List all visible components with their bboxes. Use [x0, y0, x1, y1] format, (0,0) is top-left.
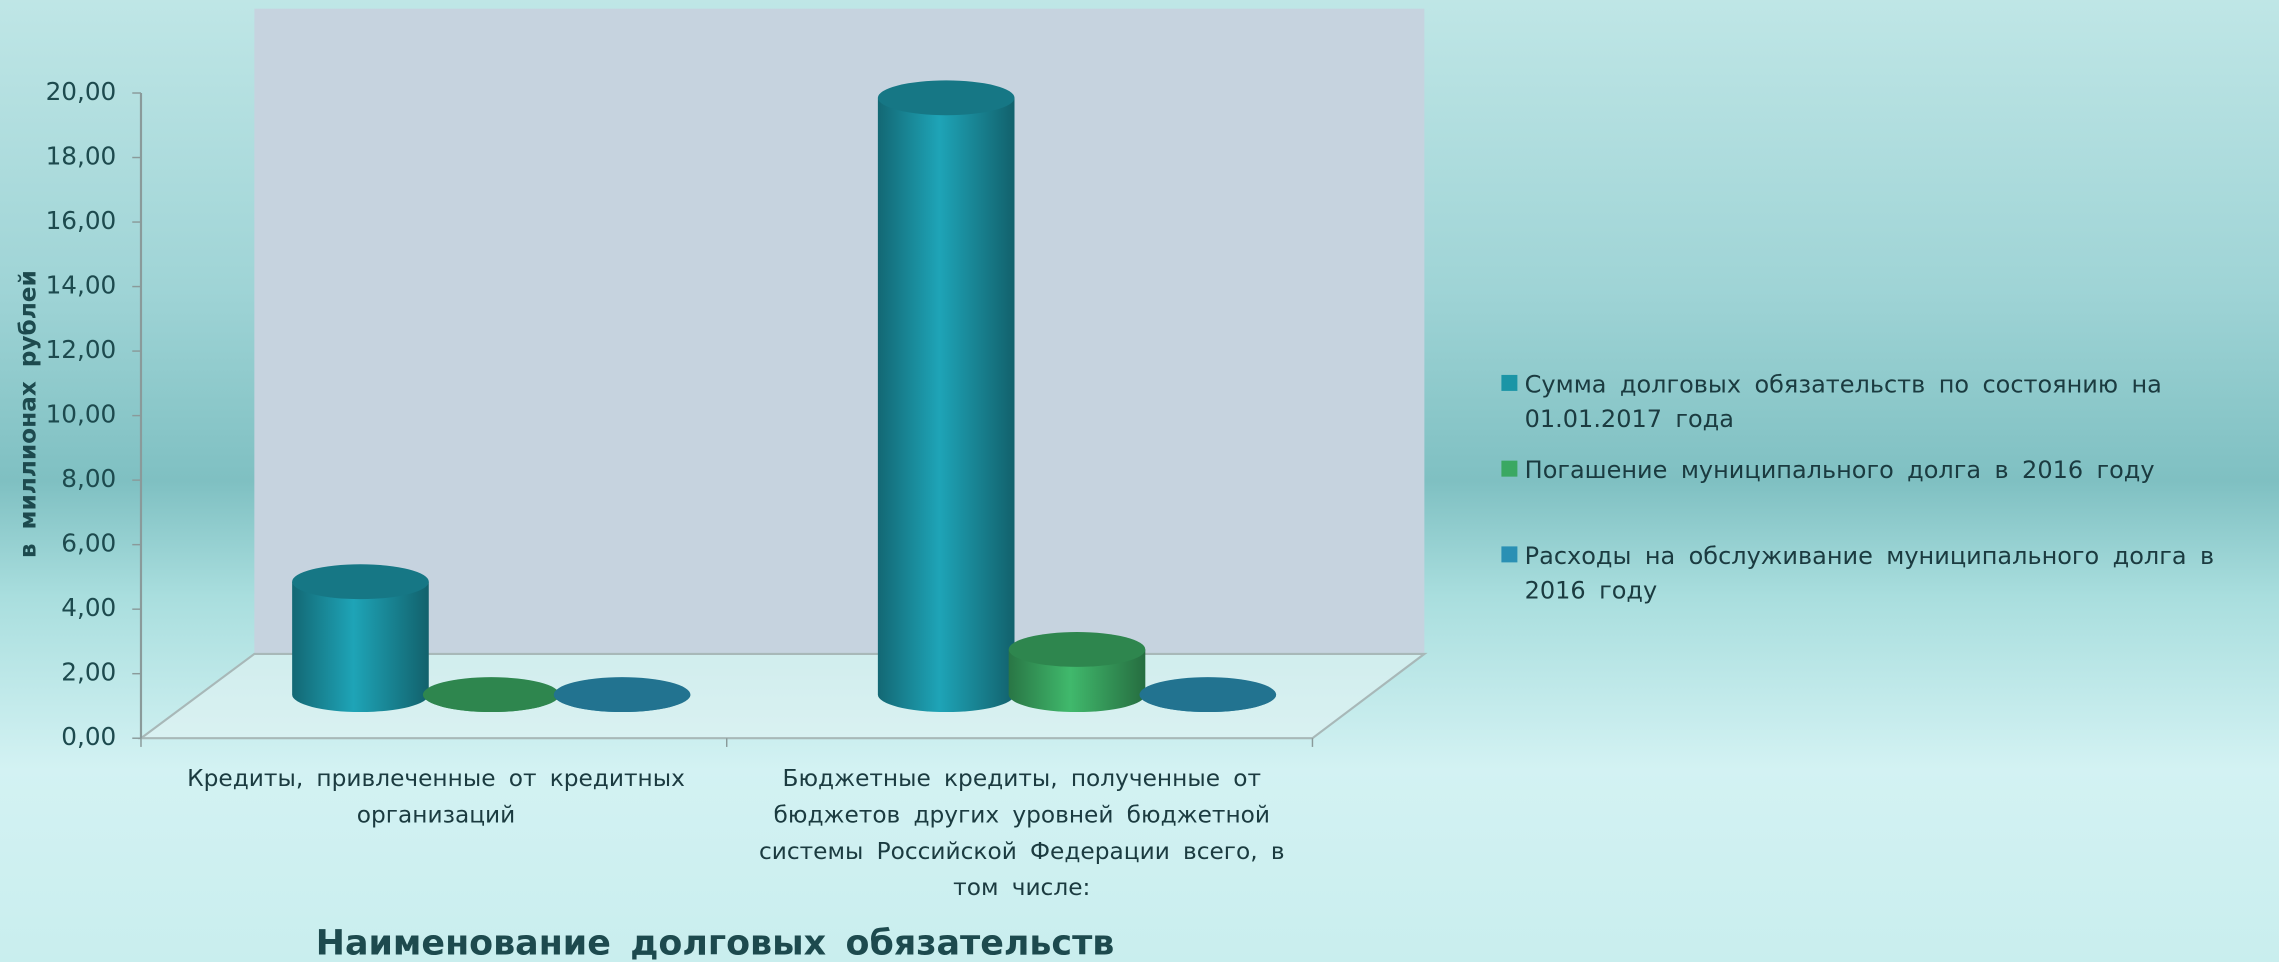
- x-axis-title: Наименование долговых обязательств: [316, 924, 1115, 962]
- bar: [554, 677, 691, 712]
- bar: [292, 564, 429, 712]
- chart: в миллионах рублей Наименование долговых…: [0, 0, 2279, 962]
- y-tick-label: 16,00: [46, 206, 117, 235]
- y-tick-label: 14,00: [46, 271, 117, 300]
- bar: [1009, 632, 1146, 712]
- legend-item: Сумма долговых обязательств по состоянию…: [1501, 368, 2271, 438]
- bar: [423, 677, 560, 712]
- y-tick-label: 4,00: [61, 593, 116, 622]
- legend-label: Расходы на обслуживание муниципального д…: [1501, 539, 2271, 609]
- y-tick-label: 12,00: [46, 335, 117, 364]
- legend-swatch: [1501, 461, 1517, 477]
- back-wall: [254, 9, 1424, 654]
- legend-label: Сумма долговых обязательств по состоянию…: [1501, 368, 2271, 438]
- y-tick-label: 6,00: [61, 529, 116, 558]
- y-tick-label: 8,00: [61, 464, 116, 493]
- x-tick-label: Бюджетные кредиты, полученные от бюджето…: [746, 760, 1298, 905]
- legend-swatch: [1501, 546, 1517, 562]
- legend-swatch: [1501, 375, 1517, 391]
- y-axis-title: в миллионах рублей: [15, 270, 42, 558]
- bar: [1139, 677, 1276, 712]
- y-tick-label: 20,00: [46, 77, 117, 106]
- y-tick-label: 2,00: [61, 658, 116, 687]
- legend-item: Погашение муниципального долга в 2016 го…: [1501, 453, 2271, 488]
- legend-label: Погашение муниципального долга в 2016 го…: [1501, 453, 2271, 488]
- y-tick-label: 18,00: [46, 142, 117, 171]
- page: {"chart_data":{"type":"bar","x_label":"Н…: [0, 0, 2279, 962]
- legend-item: Расходы на обслуживание муниципального д…: [1501, 539, 2271, 609]
- y-tick-label: 0,00: [61, 722, 116, 751]
- bar: [878, 80, 1015, 712]
- y-tick-label: 10,00: [46, 400, 117, 429]
- x-tick-label: Кредиты, привлеченные от кредитных орган…: [174, 760, 697, 833]
